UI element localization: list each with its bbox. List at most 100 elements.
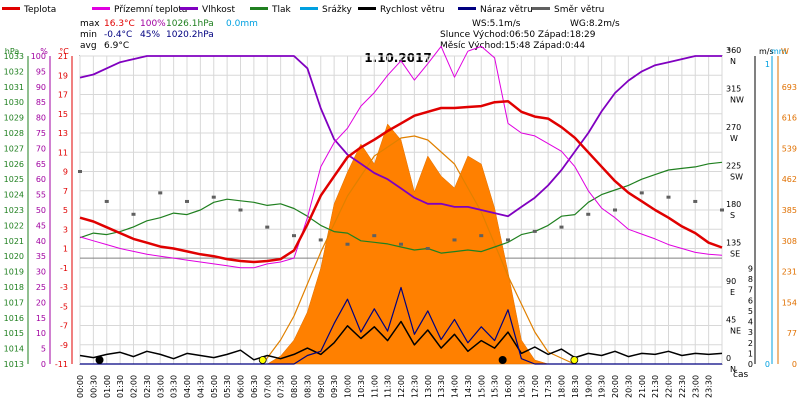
direction-tick-degree: 90 [726, 277, 736, 286]
svg-text:16.3°C: 16.3°C [104, 19, 135, 29]
axis-labels: hPa% °C1013101410151016101710181019102010… [4, 46, 797, 374]
rain-tick-label: 0 [765, 360, 770, 369]
stats-panel: max 16.3°C 100% 1026.1hPa 0.0mm min -0.4… [80, 19, 258, 51]
x-axis: 00:00 00:30 01:00 01:30 02:00 02:30 03:00 03:30… [76, 375, 714, 398]
pressure-tick-label: 1016 [4, 314, 24, 323]
x-tick-label: 10:30 [357, 375, 366, 398]
x-tick-label: 13:30 [437, 375, 446, 398]
radiation-tick-label: 308 [782, 237, 797, 246]
temperature-tick-label: 13 [58, 129, 68, 138]
wind-direction-point [720, 208, 724, 212]
rain-tick-label: 1 [765, 60, 770, 69]
wind-direction-point [425, 247, 430, 250]
legend-wind-gust: Náraz větru [458, 5, 533, 15]
pressure-tick-label: 1023 [4, 206, 24, 215]
wind-direction-point [666, 195, 671, 199]
wind-direction-point [265, 225, 270, 229]
rain-axis-unit: mm [771, 47, 787, 56]
humidity-tick-label: 10 [36, 329, 46, 338]
pressure-tick-label: 1030 [4, 98, 24, 107]
plot-area [78, 45, 724, 365]
wind-direction-point [78, 170, 82, 173]
svg-text:Teplota: Teplota [23, 5, 56, 15]
svg-text:1020.2hPa: 1020.2hPa [166, 30, 214, 40]
direction-tick-degree: 225 [726, 162, 741, 171]
pressure-tick-label: 1028 [4, 129, 24, 138]
x-tick-label: 03:00 [156, 375, 165, 398]
temperature-line [79, 99, 723, 264]
humidity-tick-label: 80 [36, 114, 46, 123]
wind-tick-label: 8 [748, 275, 753, 284]
humidity-tick-label: 75 [36, 129, 46, 138]
x-tick-label: 19:30 [598, 375, 607, 398]
temperature-tick-label: -7 [60, 322, 68, 331]
x-tick-label: 19:00 [584, 375, 593, 398]
direction-tick-degree: 315 [726, 85, 741, 94]
x-tick-label: 05:00 [210, 375, 219, 398]
legend-ground-temperature: Přízemní teplota [92, 5, 187, 15]
x-tick-label: 15:30 [491, 375, 500, 398]
pressure-tick-label: 1013 [4, 360, 24, 369]
pressure-tick-label: 1018 [4, 283, 24, 292]
wind-axis-unit: m/s [759, 47, 774, 56]
wind-direction-point [639, 191, 644, 195]
humidity-tick-label: 40 [36, 237, 46, 246]
direction-tick-label: NW [730, 96, 744, 105]
svg-text:min: min [80, 30, 97, 40]
x-tick-label: 09:30 [330, 375, 339, 398]
svg-text:Tlak: Tlak [271, 5, 292, 15]
direction-tick-label: N [730, 365, 736, 374]
wind-gust-line [80, 286, 722, 365]
temperature-tick-label: -9 [60, 341, 68, 350]
x-tick-label: 09:00 [317, 375, 326, 398]
temperature-tick-label: -5 [60, 302, 68, 311]
wind-speed-line [79, 320, 723, 361]
x-tick-label: 05:30 [223, 375, 232, 398]
pressure-tick-label: 1017 [4, 298, 24, 307]
wind-tick-label: 1 [748, 349, 753, 358]
x-tick-label: 07:30 [277, 375, 286, 398]
pressure-tick-label: 1032 [4, 67, 24, 76]
x-tick-label: 21:00 [638, 375, 647, 398]
x-tick-label: 18:30 [571, 375, 580, 398]
humidity-tick-label: 55 [36, 191, 46, 200]
pressure-tick-label: 1031 [4, 83, 24, 92]
wind-direction-point [345, 242, 350, 246]
direction-tick-label: E [730, 288, 735, 297]
direction-tick-degree: 135 [726, 239, 741, 248]
sunset-marker [570, 356, 579, 364]
direction-axis-unit: ° [727, 47, 731, 56]
x-tick-label: 11:00 [370, 375, 379, 398]
wind-direction-point [238, 208, 243, 212]
wind-direction-point [318, 238, 323, 242]
temperature-tick-label: 19 [58, 71, 68, 80]
x-tick-label: 20:00 [611, 375, 620, 398]
radiation-tick-label: 154 [782, 298, 797, 307]
svg-text:Měsíc Východ:15:48 Západ:0:4: Měsíc Východ:15:48 Západ:0:44 [440, 41, 585, 51]
svg-text:Přízemní teplota: Přízemní teplota [114, 5, 187, 15]
legend-wind-direction: Směr větru [532, 5, 604, 15]
humidity-tick-label: 70 [36, 144, 46, 153]
x-tick-label: 13:00 [424, 375, 433, 398]
x-tick-label: 03:30 [170, 375, 179, 398]
x-tick-label: 17:30 [544, 375, 553, 398]
humidity-tick-label: 50 [36, 206, 46, 215]
pressure-tick-label: 1020 [4, 252, 24, 261]
direction-tick-label: W [730, 134, 738, 143]
direction-tick-degree: 360 [726, 46, 741, 55]
x-tick-label: 02:30 [143, 375, 152, 398]
humidity-tick-label: 45 [36, 221, 46, 230]
x-tick-label: 01:30 [116, 375, 125, 398]
wind-tick-label: 4 [748, 318, 753, 327]
radiation-tick-label: 462 [782, 175, 797, 184]
radiation-tick-label: 539 [782, 144, 797, 153]
humidity-tick-label: 100 [31, 52, 46, 61]
x-tick-label: 18:00 [558, 375, 567, 398]
svg-text:avg: avg [80, 41, 97, 51]
svg-text:WG:8.2m/s: WG:8.2m/s [570, 19, 620, 29]
humidity-tick-label: 65 [36, 160, 46, 169]
x-tick-label: 06:00 [237, 375, 246, 398]
direction-tick-degree: 45 [726, 316, 736, 325]
x-tick-label: 12:00 [397, 375, 406, 398]
info-panel: WS:5.1m/s WG:8.2m/s Slunce Východ:06:50 … [440, 19, 620, 51]
